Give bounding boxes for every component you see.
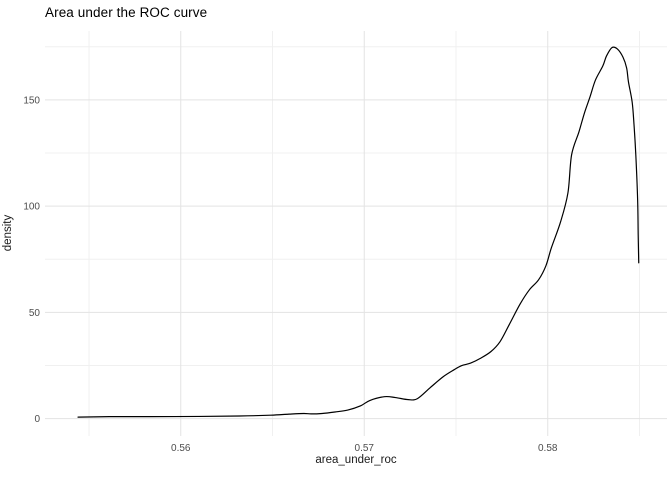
x-tick-label: 0.56: [171, 443, 191, 454]
y-tick-label: 100: [23, 202, 40, 213]
y-tick-label: 150: [23, 95, 40, 106]
y-axis-title: density: [2, 214, 14, 252]
y-tick-label: 50: [29, 308, 41, 319]
y-tick-label: 0: [34, 414, 40, 425]
x-axis-title: area_under_roc: [315, 454, 397, 466]
x-tick-label: 0.58: [538, 443, 558, 454]
x-tick-label: 0.57: [355, 443, 375, 454]
plot-title: Area under the ROC curve: [45, 5, 208, 20]
density-curve: [77, 46, 640, 418]
